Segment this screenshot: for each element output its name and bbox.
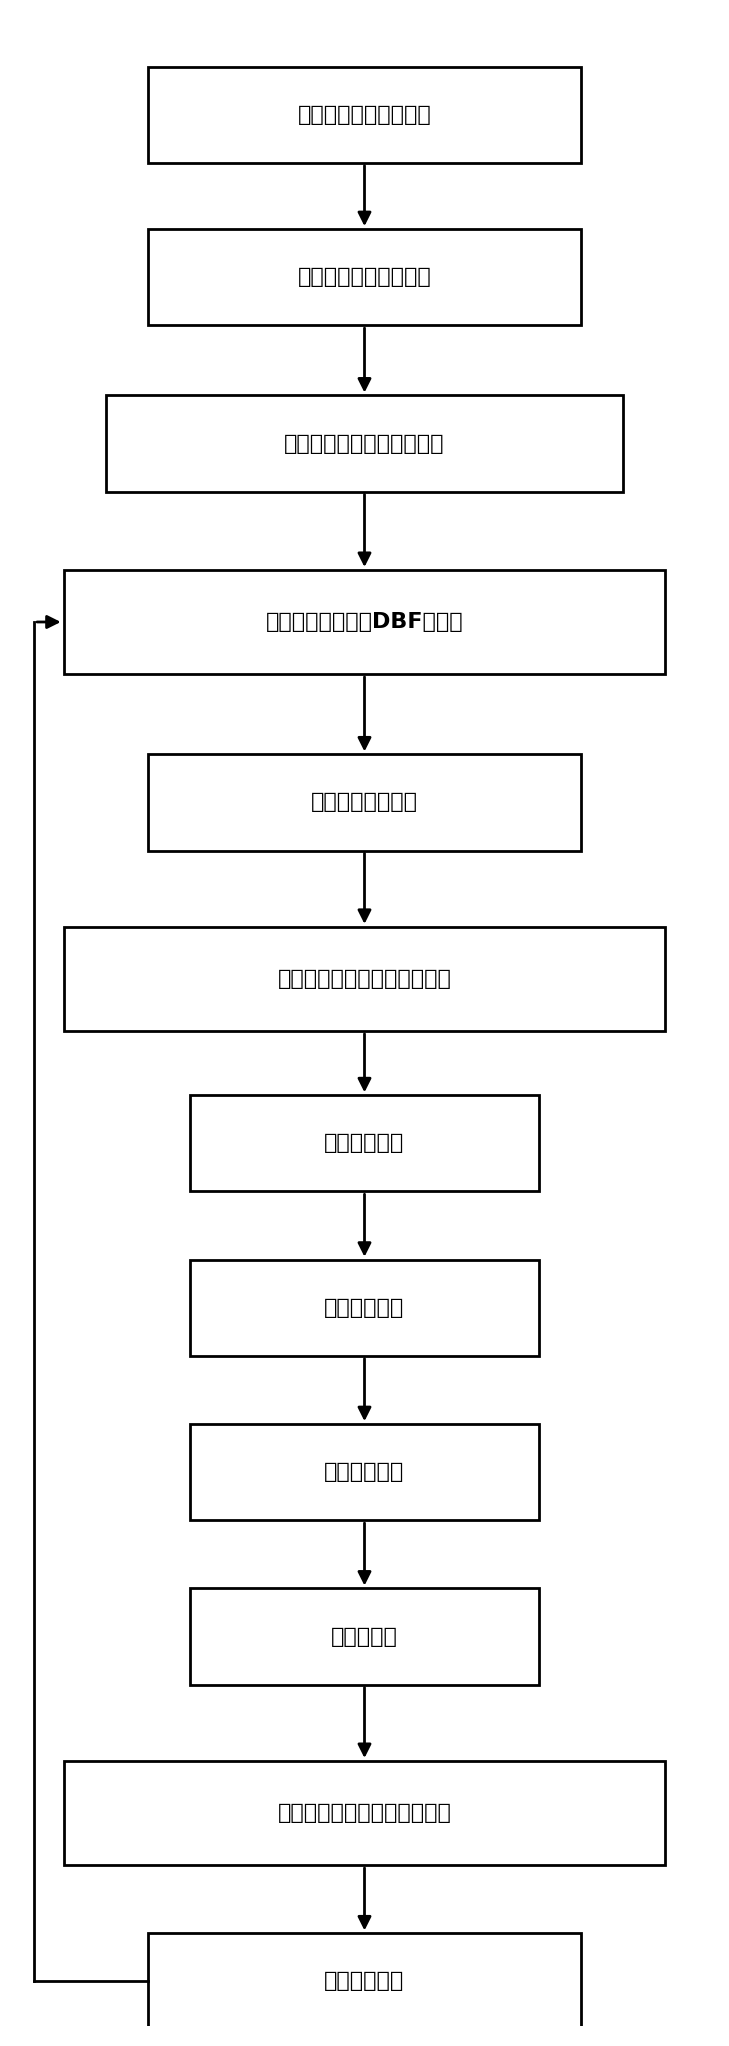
Bar (63, 927, 666, 1031)
Bar (106, 395, 623, 491)
Text: 射频前端的多通道幅相校准: 射频前端的多通道幅相校准 (284, 434, 445, 454)
Text: 低噪声放大: 低噪声放大 (331, 1627, 398, 1647)
Bar (63, 1762, 666, 1866)
Bar (63, 571, 666, 673)
Bar (147, 229, 582, 325)
Text: 计算发射波形数据: 计算发射波形数据 (311, 792, 418, 812)
Bar (147, 68, 582, 164)
Text: 天线阵列接收: 天线阵列接收 (324, 1463, 405, 1481)
Bar (190, 1260, 539, 1356)
Text: 射频收发器的软件配置: 射频收发器的软件配置 (297, 268, 432, 286)
Bar (190, 1095, 539, 1191)
Text: 合成接收波束: 合成接收波束 (324, 1972, 405, 1991)
Text: 射频收发器生成射频模拟信号: 射频收发器生成射频模拟信号 (278, 970, 451, 988)
Bar (147, 1933, 582, 2030)
Bar (190, 1424, 539, 1520)
Text: 形成发射波束: 形成发射波束 (324, 1297, 405, 1318)
Bar (147, 755, 582, 851)
Text: 射频收发器输出基带数字信号: 射频收发器输出基带数字信号 (278, 1803, 451, 1823)
Text: 时钟分配器的软件配置: 时钟分配器的软件配置 (297, 104, 432, 125)
Bar (190, 1588, 539, 1684)
Text: 计算数字波束形成DBF的权值: 计算数字波束形成DBF的权值 (265, 612, 464, 632)
Text: 天线阵列发射: 天线阵列发射 (324, 1133, 405, 1154)
